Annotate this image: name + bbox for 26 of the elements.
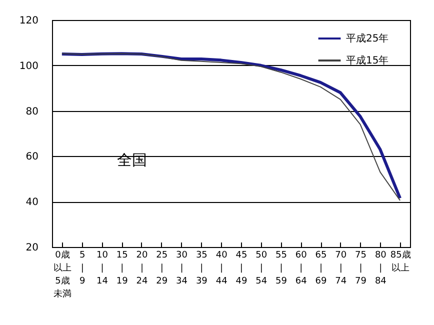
y-tick-label: 60	[26, 152, 38, 163]
x-tick-label: 10 | 14	[96, 250, 108, 286]
x-tick-label: 60 | 64	[295, 250, 308, 286]
x-tick-label: 20 | 24	[136, 250, 148, 286]
x-tick-label: 75 | 79	[355, 250, 367, 286]
x-tick-label: 25 | 29	[156, 250, 168, 286]
legend-label: 平成15年	[346, 54, 389, 66]
x-tick-label: 0歳以上5歳未満	[53, 250, 72, 300]
x-tick-label: 45 | 49	[236, 250, 248, 286]
legend-label: 平成25年	[346, 32, 389, 44]
y-tick-label: 100	[19, 60, 38, 72]
y-tick-label: 20	[26, 242, 38, 254]
x-tick-label: 40 | 44	[216, 250, 228, 286]
x-tick-label: 30 | 34	[176, 250, 188, 286]
y-tick-label: 40	[26, 197, 38, 208]
x-tick-label: 5 | 9	[79, 250, 86, 286]
x-tick-label: 50 | 54	[256, 250, 268, 286]
y-tick-label: 80	[26, 106, 38, 118]
x-tick-label: 35 | 39	[196, 250, 208, 286]
x-tick-label: 15 | 19	[116, 250, 128, 286]
x-tick-label: 55 | 59	[275, 250, 288, 286]
x-tick-label: 65 | 69	[315, 250, 327, 286]
y-tick-label: 120	[19, 16, 38, 26]
x-tick-label: 80 | 84	[374, 250, 387, 286]
x-tick-label: 70 | 74	[335, 250, 347, 286]
x-tick-label: 85歳以上	[390, 250, 411, 274]
